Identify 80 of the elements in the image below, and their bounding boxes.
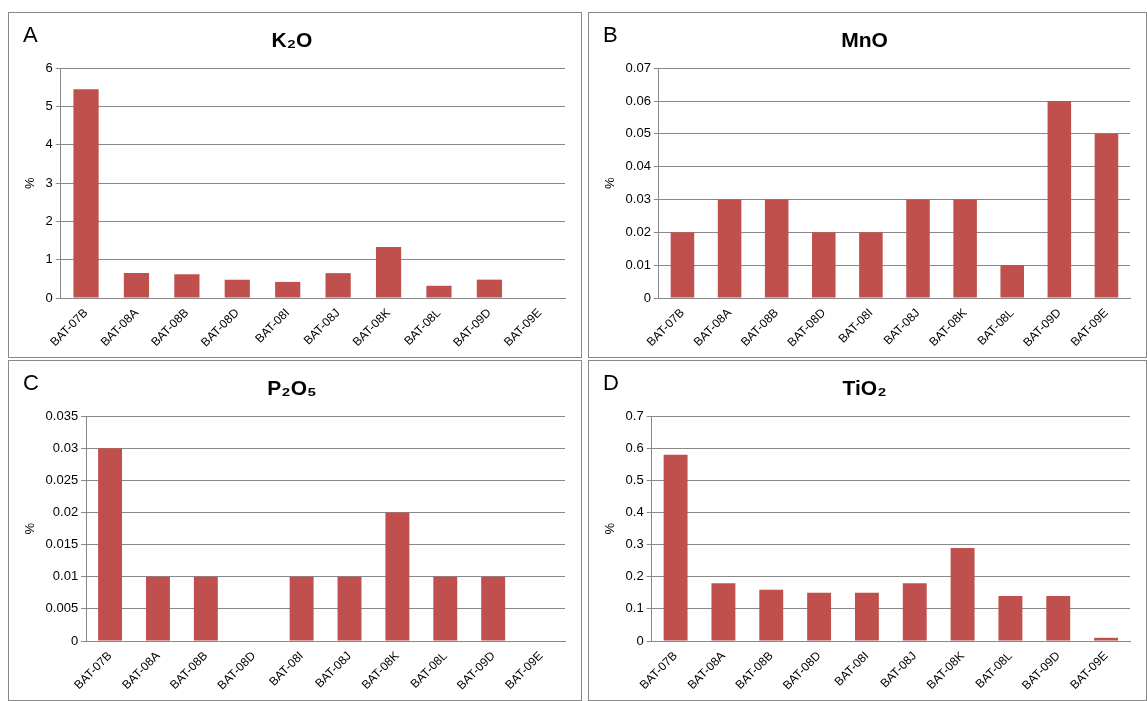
text: A bbox=[23, 22, 38, 48]
y-tick-label: 0.005 bbox=[45, 600, 79, 616]
bar bbox=[481, 576, 506, 641]
y-tick-label: 0.02 bbox=[625, 223, 651, 239]
y-tick-label: 4 bbox=[45, 136, 53, 152]
bar bbox=[812, 232, 836, 298]
bar bbox=[764, 199, 789, 298]
bar bbox=[476, 279, 502, 298]
bar bbox=[759, 589, 784, 641]
text: D bbox=[603, 370, 619, 396]
y-tick-label: 0.6 bbox=[625, 439, 644, 455]
y-tick-label: 3 bbox=[45, 174, 53, 190]
bar bbox=[325, 273, 351, 298]
y-tick-label: 0.015 bbox=[45, 536, 79, 552]
chart-title: TiO₂ bbox=[842, 376, 887, 400]
bar bbox=[375, 247, 402, 298]
text: C bbox=[23, 370, 39, 396]
y-axis-title: % bbox=[22, 522, 38, 535]
y-tick-label: 5 bbox=[45, 98, 53, 114]
y-tick-label: 0.03 bbox=[625, 191, 651, 207]
bar bbox=[174, 274, 200, 298]
y-tick-label: 0.01 bbox=[52, 568, 79, 584]
bar bbox=[433, 576, 458, 641]
y-tick-label: 0 bbox=[45, 289, 53, 305]
y-tick-label: 0.5 bbox=[625, 472, 644, 488]
chart-title: K₂O bbox=[271, 28, 313, 52]
bar bbox=[1094, 133, 1119, 298]
bar bbox=[670, 232, 695, 298]
y-tick-label: 0.02 bbox=[52, 504, 79, 520]
y-tick-label: 0 bbox=[70, 632, 79, 648]
bar bbox=[902, 583, 927, 641]
bar bbox=[98, 448, 123, 641]
y-tick-label: 0 bbox=[636, 632, 644, 648]
chart-title: MnO bbox=[841, 28, 888, 52]
y-tick-label: 0.025 bbox=[45, 472, 79, 488]
y-tick-label: 0.05 bbox=[625, 125, 651, 141]
y-tick-label: 0.3 bbox=[625, 536, 644, 552]
y-tick-label: 0.4 bbox=[625, 504, 644, 520]
bar bbox=[950, 547, 975, 641]
bar bbox=[1094, 637, 1119, 641]
bar bbox=[998, 596, 1023, 641]
bar bbox=[663, 454, 688, 641]
bar bbox=[1047, 101, 1072, 298]
y-tick-label: 0.06 bbox=[625, 92, 651, 108]
y-axis-title: % bbox=[22, 176, 38, 189]
bar bbox=[123, 273, 150, 298]
y-tick-label: 0.2 bbox=[625, 568, 644, 584]
bar bbox=[145, 576, 170, 641]
bar bbox=[854, 592, 879, 641]
bar bbox=[73, 89, 99, 298]
y-tick-label: 0.07 bbox=[625, 59, 651, 75]
bar bbox=[337, 576, 362, 641]
y-tick-label: 6 bbox=[45, 59, 53, 75]
y-tick-label: 0.03 bbox=[52, 439, 79, 455]
y-axis-title: % bbox=[602, 176, 618, 189]
y-tick-label: 0.7 bbox=[625, 407, 644, 423]
text: B bbox=[603, 22, 618, 48]
y-tick-label: 1 bbox=[45, 251, 53, 267]
y-tick-label: 0.1 bbox=[625, 600, 644, 616]
bar bbox=[953, 199, 977, 298]
bar bbox=[807, 592, 832, 641]
bar bbox=[275, 281, 301, 298]
y-tick-label: 0 bbox=[643, 289, 651, 305]
y-tick-label: 0.035 bbox=[45, 407, 79, 423]
y-tick-label: 0.01 bbox=[625, 256, 651, 272]
bar bbox=[711, 583, 736, 641]
chart-title: P₂O₅ bbox=[267, 376, 317, 400]
bar bbox=[289, 576, 314, 641]
bar bbox=[1000, 265, 1024, 298]
bar bbox=[859, 232, 883, 298]
bar bbox=[1046, 596, 1071, 641]
y-tick-label: 0.04 bbox=[625, 158, 651, 174]
bar bbox=[385, 512, 410, 641]
bar bbox=[426, 285, 452, 298]
y-tick-label: 2 bbox=[45, 212, 53, 228]
bar bbox=[224, 279, 250, 298]
bar bbox=[193, 576, 218, 641]
bar bbox=[717, 199, 742, 298]
y-axis-title: % bbox=[602, 522, 618, 535]
bar bbox=[906, 199, 930, 298]
